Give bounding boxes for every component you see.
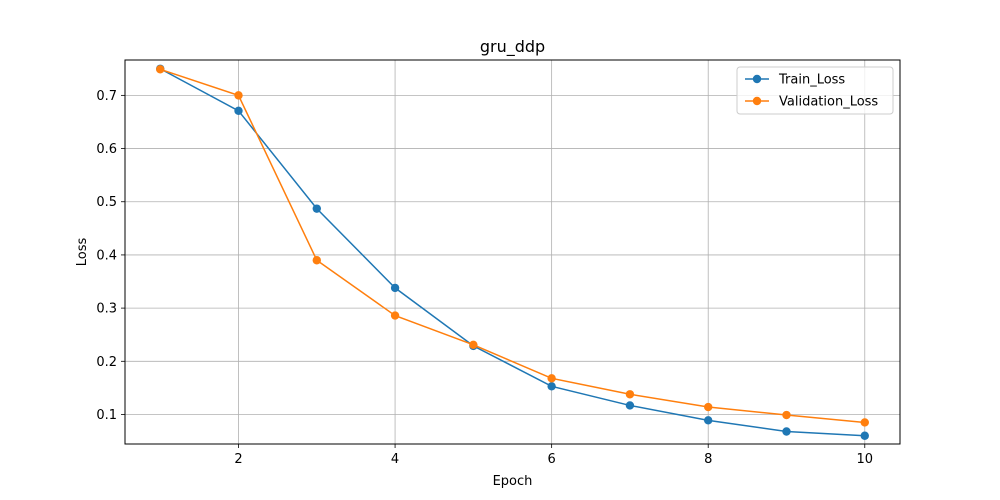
data-point bbox=[860, 418, 869, 427]
axis-ticks: 2 4 6 8 10 0.1 0.2 0.3 0.4 0.5 0.6 0.7 bbox=[96, 89, 873, 467]
chart-title: gru_ddp bbox=[480, 37, 545, 57]
legend-item: Train_Loss bbox=[745, 73, 845, 88]
x-axis-label: Epoch bbox=[493, 474, 533, 489]
data-point bbox=[625, 401, 635, 410]
y-tick-label: 0.1 bbox=[96, 408, 117, 423]
x-tick-label: 8 bbox=[704, 452, 712, 467]
data-point bbox=[156, 65, 165, 74]
data-point bbox=[234, 91, 243, 100]
y-tick-label: 0.3 bbox=[96, 302, 117, 317]
data-point bbox=[234, 106, 243, 115]
data-point bbox=[547, 382, 556, 391]
grid bbox=[125, 60, 900, 444]
y-tick-label: 0.4 bbox=[96, 248, 117, 263]
data-point bbox=[390, 283, 400, 293]
series-line bbox=[159, 68, 865, 437]
legend-label: Train_Loss bbox=[778, 73, 845, 88]
data-point bbox=[390, 311, 400, 320]
data-point bbox=[312, 256, 321, 265]
y-axis-label: Loss bbox=[75, 238, 90, 267]
data-point bbox=[860, 431, 869, 440]
plot-frame bbox=[124, 59, 901, 445]
data-point bbox=[782, 410, 791, 420]
x-tick-label: 6 bbox=[548, 452, 556, 467]
legend-marker bbox=[752, 74, 762, 84]
x-tick-label: 2 bbox=[234, 452, 242, 467]
series-layer bbox=[156, 64, 869, 440]
legend-marker bbox=[752, 96, 762, 106]
x-tick-label: 10 bbox=[856, 452, 873, 467]
data-point bbox=[704, 416, 713, 425]
data-point bbox=[312, 204, 321, 213]
y-tick-label: 0.7 bbox=[96, 89, 117, 104]
x-tick-label: 4 bbox=[391, 452, 399, 467]
y-tick-label: 0.5 bbox=[96, 195, 117, 210]
y-tick-label: 0.6 bbox=[96, 142, 117, 157]
data-point bbox=[704, 402, 713, 412]
legend-box bbox=[736, 66, 894, 115]
data-point bbox=[547, 374, 556, 383]
data-point bbox=[469, 340, 478, 350]
data-point bbox=[625, 390, 635, 399]
legend-label: Validation_Loss bbox=[779, 95, 878, 110]
legend-item: Validation_Loss bbox=[745, 95, 878, 110]
series-line bbox=[159, 68, 865, 424]
legend: Train_Loss Validation_Loss bbox=[736, 66, 894, 115]
y-tick-label: 0.2 bbox=[96, 355, 117, 370]
data-point bbox=[782, 427, 791, 436]
series-validation-loss bbox=[156, 65, 869, 427]
